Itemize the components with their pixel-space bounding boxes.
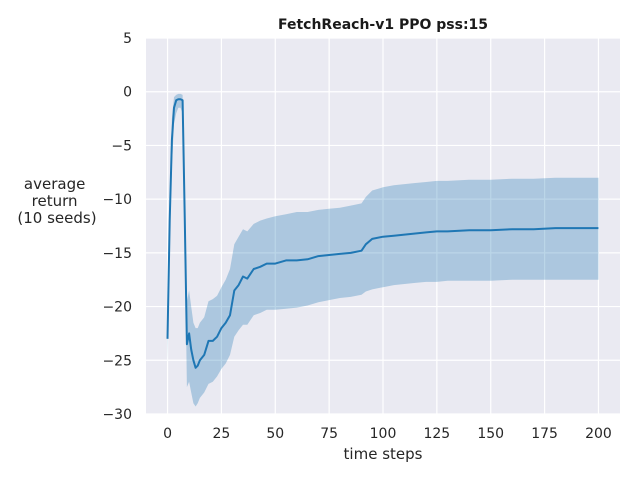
y-tick-label: −30 [102,407,132,423]
y-tick-label: 0 [123,85,132,101]
mean-return-line [166,98,599,369]
x-tick-label: 75 [320,426,338,442]
y-tick-label: 5 [123,31,132,47]
x-tick-label: 50 [266,426,284,442]
x-tick-label: 175 [531,426,558,442]
x-tick-label: 25 [212,426,230,442]
x-tick-label: 0 [163,426,172,442]
x-tick-label: 100 [370,426,397,442]
x-tick-label: 200 [585,426,612,442]
y-tick-label: −10 [102,192,132,208]
y-tick-label: −15 [102,246,132,262]
y-axis-label-line: return [32,192,78,210]
chart-title: FetchReach-v1 PPO pss:15 [278,17,488,33]
y-axis-label-line: (10 seeds) [17,209,96,227]
y-axis-label: average return (10 seeds) [17,175,96,227]
confidence-band [167,93,599,407]
y-tick-label: −5 [111,138,132,154]
y-tick-label: −25 [102,353,132,369]
x-tick-label: 150 [477,426,504,442]
y-tick-label: −20 [102,300,132,316]
x-tick-label: 125 [423,426,450,442]
grid [146,37,620,415]
y-axis-label-line: average [24,175,85,193]
axis-ticks: 0 25 50 75 100 125 150 175 20050−5−10−15−20−25−3… [102,31,611,442]
x-axis-label: time steps [344,445,423,463]
